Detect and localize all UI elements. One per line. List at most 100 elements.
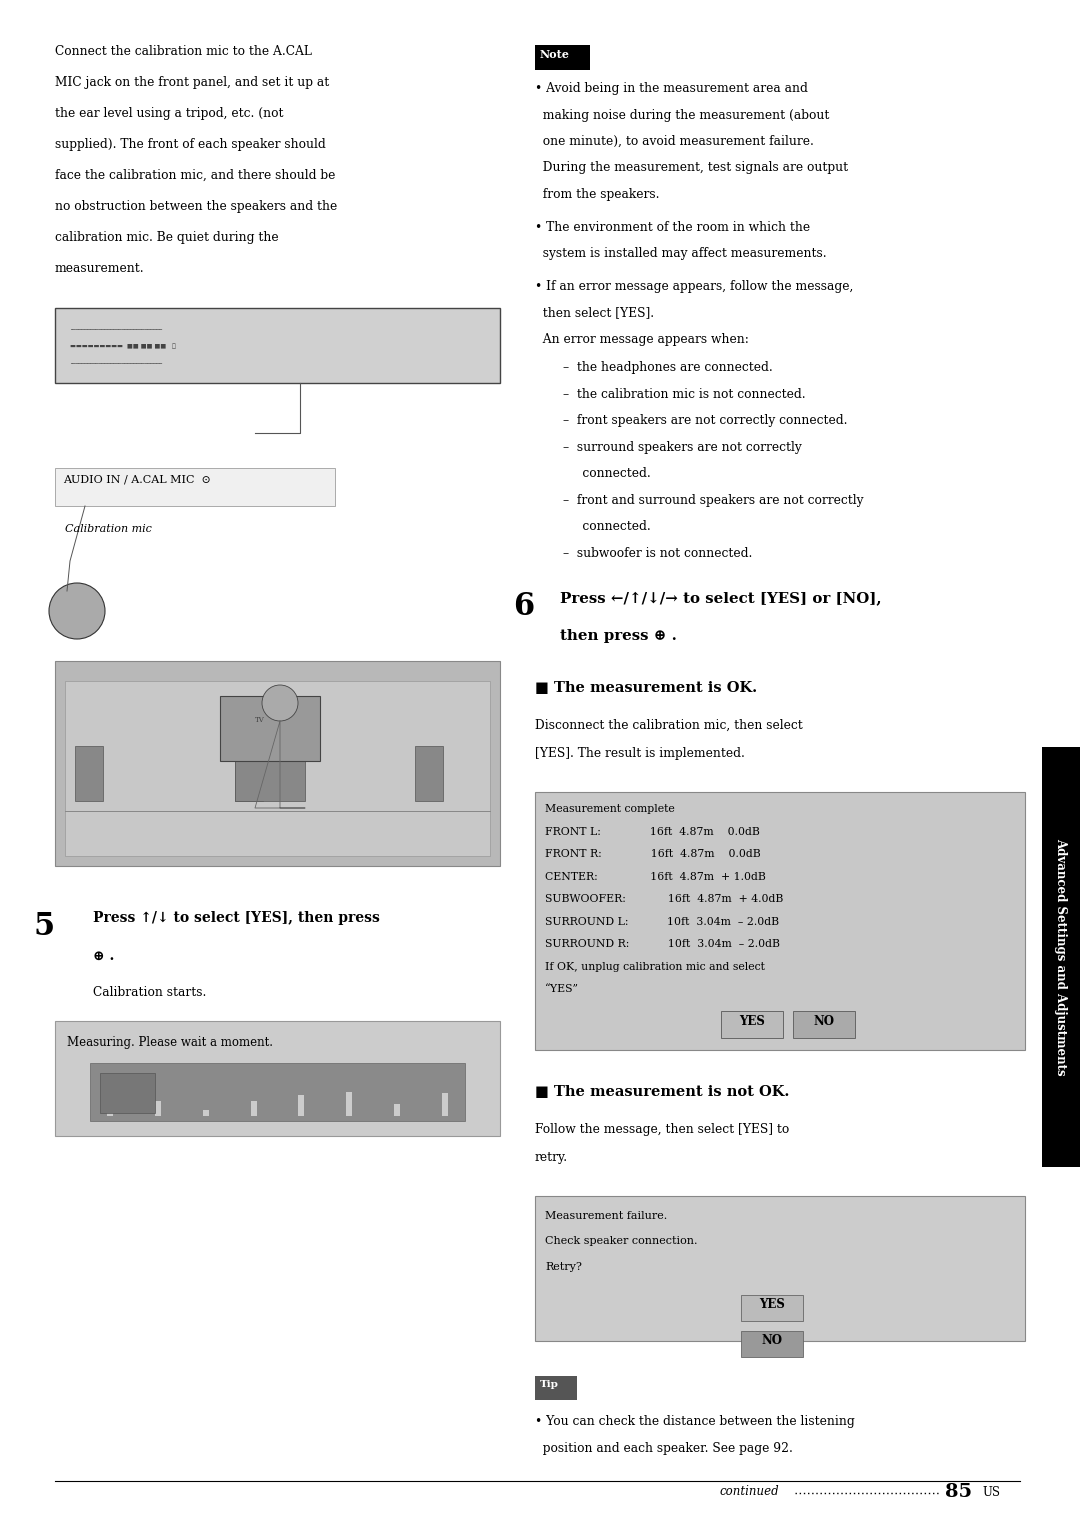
Text: continued: continued [720,1485,780,1498]
Circle shape [262,685,298,721]
Text: Measuring. Please wait a moment.: Measuring. Please wait a moment. [67,1036,273,1049]
Text: • If an error message appears, follow the message,: • If an error message appears, follow th… [535,279,853,293]
Bar [442,1108,448,1116]
Text: face the calibration mic, and there should be: face the calibration mic, and there shou… [55,169,336,182]
Text: • Avoid being in the measurement area and: • Avoid being in the measurement area an… [535,81,808,95]
Text: –  the calibration mic is not connected.: – the calibration mic is not connected. [563,388,806,400]
Text: supplied). The front of each speaker should: supplied). The front of each speaker sho… [55,138,326,150]
Text: Note: Note [540,49,570,60]
Text: –  subwoofer is not connected.: – subwoofer is not connected. [563,546,753,560]
Text: “YES”: “YES” [545,984,579,993]
Text: –  the headphones are connected.: – the headphones are connected. [563,360,773,374]
Text: Connect the calibration mic to the A.CAL: Connect the calibration mic to the A.CAL [55,44,312,58]
Bar [100,1073,156,1113]
Text: SUBWOOFER:            16ft  4.87m  + 4.0dB: SUBWOOFER: 16ft 4.87m + 4.0dB [545,894,783,904]
Text: SURROUND L:           10ft  3.04m  – 2.0dB: SURROUND L: 10ft 3.04m – 2.0dB [545,917,779,926]
Text: ━━━━━━━━━━━━━━━━━━━━━━━━━━━━━━━━: ━━━━━━━━━━━━━━━━━━━━━━━━━━━━━━━━ [70,360,162,365]
Text: SURROUND R:           10ft  3.04m  – 2.0dB: SURROUND R: 10ft 3.04m – 2.0dB [545,940,780,949]
Bar [1042,747,1080,1167]
Bar [203,1099,208,1116]
Text: ━━━━━━━━━━━━━━━━━━━━━━━━━━━━━━━━: ━━━━━━━━━━━━━━━━━━━━━━━━━━━━━━━━ [70,327,162,331]
Text: –  front and surround speakers are not correctly: – front and surround speakers are not co… [563,494,864,506]
Text: Calibration mic: Calibration mic [65,524,152,533]
Bar [415,747,443,802]
Text: AUDIO IN / A.CAL MIC  ⊙: AUDIO IN / A.CAL MIC ⊙ [63,475,211,484]
Text: retry.: retry. [535,1150,568,1164]
Text: no obstruction between the speakers and the: no obstruction between the speakers and … [55,199,337,213]
Text: calibration mic. Be quiet during the: calibration mic. Be quiet during the [55,231,279,244]
Bar [235,747,264,802]
Text: FRONT R:              16ft  4.87m    0.0dB: FRONT R: 16ft 4.87m 0.0dB [545,849,760,858]
Bar [154,1108,161,1116]
Text: making noise during the measurement (about: making noise during the measurement (abo… [535,109,829,121]
Text: Calibration starts.: Calibration starts. [93,986,206,1000]
Text: measurement.: measurement. [55,262,145,274]
Bar [347,1104,352,1116]
Bar [55,308,500,383]
Circle shape [49,583,105,639]
Text: 85: 85 [945,1482,972,1501]
Bar [793,1010,855,1038]
Text: ▬▬▬▬▬▬▬▬▬  ■■ ■■ ■■   ⬤: ▬▬▬▬▬▬▬▬▬ ■■ ■■ ■■ ⬤ [70,343,176,348]
Text: Check speaker connection.: Check speaker connection. [545,1236,698,1246]
Bar [394,1095,401,1116]
Text: US: US [982,1485,1000,1499]
Text: Measurement complete: Measurement complete [545,803,675,814]
Bar [220,696,320,760]
Text: If OK, unplug calibration mic and select: If OK, unplug calibration mic and select [545,961,765,972]
Text: then press ⊕ .: then press ⊕ . [561,629,677,642]
Text: ■ The measurement is OK.: ■ The measurement is OK. [535,681,757,694]
Bar [75,747,103,802]
Text: YES: YES [740,1015,765,1027]
Bar [741,1331,802,1357]
Text: • You can check the distance between the listening: • You can check the distance between the… [535,1415,854,1427]
Text: –  surround speakers are not correctly: – surround speakers are not correctly [563,440,801,454]
Text: 6: 6 [513,592,535,622]
Bar [298,1096,305,1116]
Bar [55,468,335,506]
Bar [535,1375,577,1400]
Text: one minute), to avoid measurement failure.: one minute), to avoid measurement failur… [535,135,814,149]
Text: ⊕ .: ⊕ . [93,949,114,963]
Text: the ear level using a tripod, etc. (not: the ear level using a tripod, etc. (not [55,107,283,120]
Text: NO: NO [761,1334,782,1348]
Text: 5: 5 [33,911,54,941]
Text: CENTER:               16ft  4.87m  + 1.0dB: CENTER: 16ft 4.87m + 1.0dB [545,871,766,881]
Text: Advanced Settings and Adjustments: Advanced Settings and Adjustments [1054,839,1067,1076]
Bar [251,1096,257,1116]
Text: position and each speaker. See page 92.: position and each speaker. See page 92. [535,1441,793,1455]
Text: from the speakers.: from the speakers. [535,189,660,201]
Bar [55,661,500,866]
Text: Tip: Tip [540,1380,558,1389]
Text: system is installed may affect measurements.: system is installed may affect measureme… [535,247,826,261]
Text: NO: NO [813,1015,835,1027]
Text: Measurement failure.: Measurement failure. [545,1211,667,1220]
Bar [235,760,305,802]
Text: Press ←/↑/↓/→ to select [YES] or [NO],: Press ←/↑/↓/→ to select [YES] or [NO], [561,592,881,606]
Text: connected.: connected. [563,520,651,533]
Text: TV: TV [255,716,265,724]
Text: • The environment of the room in which the: • The environment of the room in which t… [535,221,810,233]
Text: Retry?: Retry? [545,1262,582,1271]
Text: ■ The measurement is not OK.: ■ The measurement is not OK. [535,1084,789,1099]
Bar [535,793,1025,1050]
Text: FRONT L:              16ft  4.87m    0.0dB: FRONT L: 16ft 4.87m 0.0dB [545,826,759,837]
Bar [107,1093,113,1116]
Bar [721,1010,783,1038]
Bar [741,1295,802,1321]
Text: An error message appears when:: An error message appears when: [535,333,748,345]
Bar [55,1021,500,1136]
Bar [65,681,490,855]
Text: During the measurement, test signals are output: During the measurement, test signals are… [535,161,848,175]
Bar [535,44,590,71]
Text: connected.: connected. [563,468,651,480]
Text: Press ↑/↓ to select [YES], then press: Press ↑/↓ to select [YES], then press [93,911,380,924]
Text: then select [YES].: then select [YES]. [535,307,654,319]
Text: –  front speakers are not correctly connected.: – front speakers are not correctly conne… [563,414,848,428]
Text: MIC jack on the front panel, and set it up at: MIC jack on the front panel, and set it … [55,77,329,89]
Text: YES: YES [759,1298,785,1311]
Text: [YES]. The result is implemented.: [YES]. The result is implemented. [535,747,745,760]
Text: Follow the message, then select [YES] to: Follow the message, then select [YES] to [535,1122,789,1136]
Text: Disconnect the calibration mic, then select: Disconnect the calibration mic, then sel… [535,719,802,731]
Bar [90,1062,465,1121]
